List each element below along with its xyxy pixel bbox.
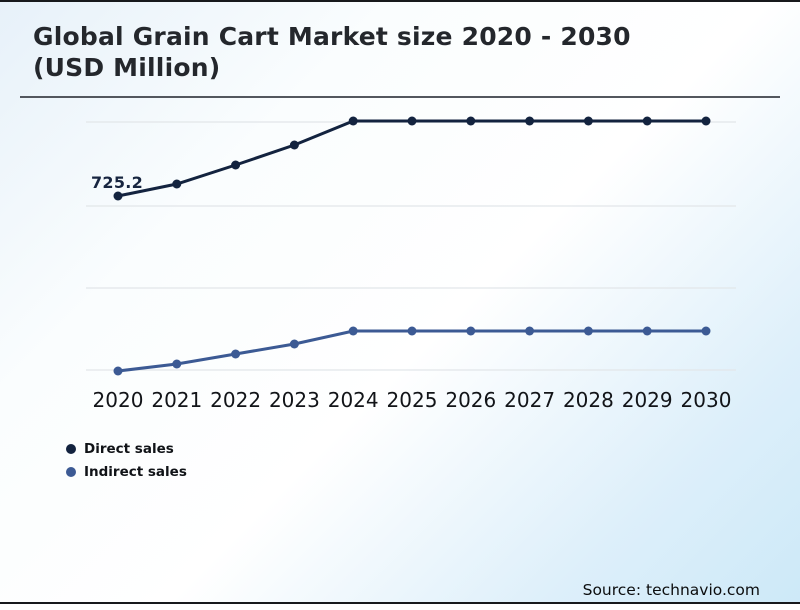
- source-credit: Source: technavio.com: [582, 581, 760, 599]
- x-axis-label-2024: 2024: [327, 388, 379, 412]
- x-axis-label-2020: 2020: [92, 388, 144, 412]
- x-axis-label-2030: 2030: [680, 388, 732, 412]
- legend-item-direct-sales: Direct sales: [66, 437, 187, 460]
- page-title: Global Grain Cart Market size 2020 - 203…: [33, 22, 631, 82]
- x-axis-label-2021: 2021: [151, 388, 203, 412]
- legend-item-indirect-sales: Indirect sales: [66, 460, 187, 483]
- legend-label-indirect-sales: Indirect sales: [84, 463, 187, 480]
- x-axis-label-2022: 2022: [210, 388, 262, 412]
- direct-sales-marker-icon: [66, 443, 76, 454]
- x-axis-label-2023: 2023: [268, 388, 320, 412]
- x-axis: 2020 2021 2022 2023 2024 2025 2026 2027 2028 2029…: [0, 388, 800, 412]
- x-axis-label-2025: 2025: [386, 388, 438, 412]
- data-point-label-2020: 725.2: [91, 173, 144, 192]
- title-divider: [20, 96, 780, 98]
- x-axis-label-2028: 2028: [562, 388, 614, 412]
- x-axis-label-2027: 2027: [504, 388, 556, 412]
- legend-label-direct-sales: Direct sales: [84, 440, 174, 457]
- x-axis-label-2029: 2029: [621, 388, 673, 412]
- indirect-sales-marker-icon: [66, 466, 76, 477]
- chart-legend: Direct sales Indirect sales: [66, 437, 187, 483]
- x-axis-label-2026: 2026: [445, 388, 497, 412]
